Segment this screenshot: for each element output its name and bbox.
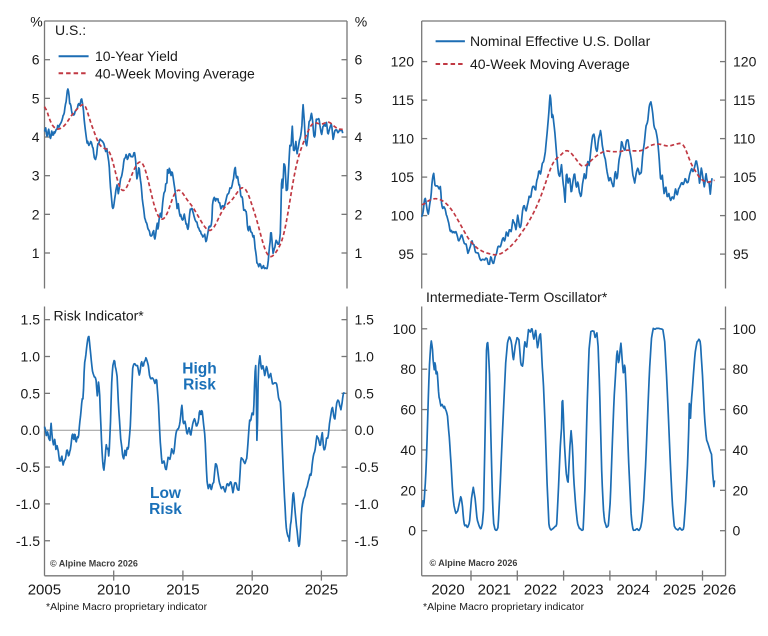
svg-text:120: 120 [391, 54, 415, 70]
svg-text:© Alpine Macro 2026: © Alpine Macro 2026 [430, 558, 518, 568]
svg-text:60: 60 [400, 402, 416, 418]
svg-text:100: 100 [733, 208, 757, 224]
svg-text:60: 60 [733, 402, 749, 418]
svg-text:100: 100 [391, 208, 415, 224]
svg-text:1: 1 [32, 245, 40, 261]
svg-text:95: 95 [733, 246, 749, 262]
svg-text:4: 4 [355, 129, 363, 145]
svg-text:2021: 2021 [478, 582, 511, 599]
svg-text:2015: 2015 [166, 582, 199, 599]
svg-text:2024: 2024 [617, 582, 650, 599]
svg-text:0.5: 0.5 [355, 385, 375, 401]
svg-text:6: 6 [32, 52, 40, 68]
svg-text:-0.5: -0.5 [16, 459, 40, 475]
svg-text:2020: 2020 [236, 582, 269, 599]
svg-text:0.0: 0.0 [21, 422, 41, 438]
svg-text:U.S.:: U.S.: [55, 22, 86, 38]
svg-text:40: 40 [400, 442, 416, 458]
svg-text:115: 115 [733, 92, 756, 108]
svg-text:5: 5 [32, 90, 40, 106]
svg-text:20: 20 [400, 482, 416, 498]
svg-text:95: 95 [398, 246, 414, 262]
svg-text:2026: 2026 [703, 582, 736, 599]
svg-text:105: 105 [733, 169, 757, 185]
svg-text:100: 100 [733, 321, 757, 337]
svg-text:Risk Indicator*: Risk Indicator* [54, 308, 145, 324]
svg-text:100: 100 [393, 321, 417, 337]
svg-text:Risk: Risk [183, 377, 216, 394]
svg-text:115: 115 [392, 92, 415, 108]
svg-text:2025: 2025 [305, 582, 338, 599]
svg-text:80: 80 [733, 361, 749, 377]
svg-text:© Alpine Macro 2026: © Alpine Macro 2026 [50, 558, 138, 568]
svg-text:110: 110 [392, 131, 415, 147]
svg-text:Risk: Risk [149, 501, 182, 518]
svg-text:0: 0 [733, 523, 741, 539]
svg-text:-1.0: -1.0 [355, 496, 379, 512]
svg-text:1: 1 [355, 245, 363, 261]
svg-text:1.0: 1.0 [21, 349, 41, 365]
svg-text:40: 40 [733, 442, 749, 458]
svg-text:5: 5 [355, 90, 363, 106]
svg-text:40-Week Moving Average: 40-Week Moving Average [470, 56, 630, 72]
svg-text:-0.5: -0.5 [355, 459, 379, 475]
svg-text:1.0: 1.0 [355, 349, 375, 365]
svg-text:2022: 2022 [524, 582, 557, 599]
svg-text:-1.5: -1.5 [16, 533, 40, 549]
svg-text:2010: 2010 [97, 582, 130, 599]
svg-text:2020: 2020 [431, 582, 464, 599]
svg-text:-1.5: -1.5 [355, 533, 379, 549]
svg-text:%: % [30, 14, 42, 30]
svg-text:High: High [182, 361, 216, 378]
svg-text:Intermediate-Term Oscillator*: Intermediate-Term Oscillator* [426, 289, 608, 305]
svg-text:4: 4 [32, 129, 40, 145]
svg-text:2: 2 [355, 206, 363, 222]
svg-text:110: 110 [733, 131, 756, 147]
svg-text:Low: Low [150, 485, 182, 502]
svg-text:80: 80 [400, 361, 416, 377]
svg-text:1.5: 1.5 [355, 312, 375, 328]
svg-text:0.0: 0.0 [355, 422, 375, 438]
svg-text:1.5: 1.5 [21, 312, 41, 328]
svg-text:0: 0 [408, 523, 416, 539]
svg-text:6: 6 [355, 52, 363, 68]
svg-text:105: 105 [391, 169, 415, 185]
svg-text:10-Year Yield: 10-Year Yield [95, 48, 178, 64]
svg-text:%: % [355, 14, 367, 30]
svg-text:3: 3 [355, 168, 363, 184]
svg-text:*Alpine Macro proprietary indi: *Alpine Macro proprietary indicator [46, 601, 208, 613]
svg-text:2025: 2025 [663, 582, 696, 599]
svg-text:Nominal Effective U.S. Dollar: Nominal Effective U.S. Dollar [470, 33, 651, 49]
svg-text:0.5: 0.5 [21, 385, 41, 401]
svg-text:-1.0: -1.0 [16, 496, 40, 512]
svg-text:*Alpine Macro proprietary indi: *Alpine Macro proprietary indicator [423, 601, 585, 613]
svg-text:2: 2 [32, 206, 40, 222]
svg-text:40-Week Moving Average: 40-Week Moving Average [95, 65, 255, 81]
svg-text:2005: 2005 [28, 582, 61, 599]
svg-text:2023: 2023 [570, 582, 603, 599]
svg-text:120: 120 [733, 54, 757, 70]
svg-text:3: 3 [32, 168, 40, 184]
svg-text:20: 20 [733, 482, 749, 498]
